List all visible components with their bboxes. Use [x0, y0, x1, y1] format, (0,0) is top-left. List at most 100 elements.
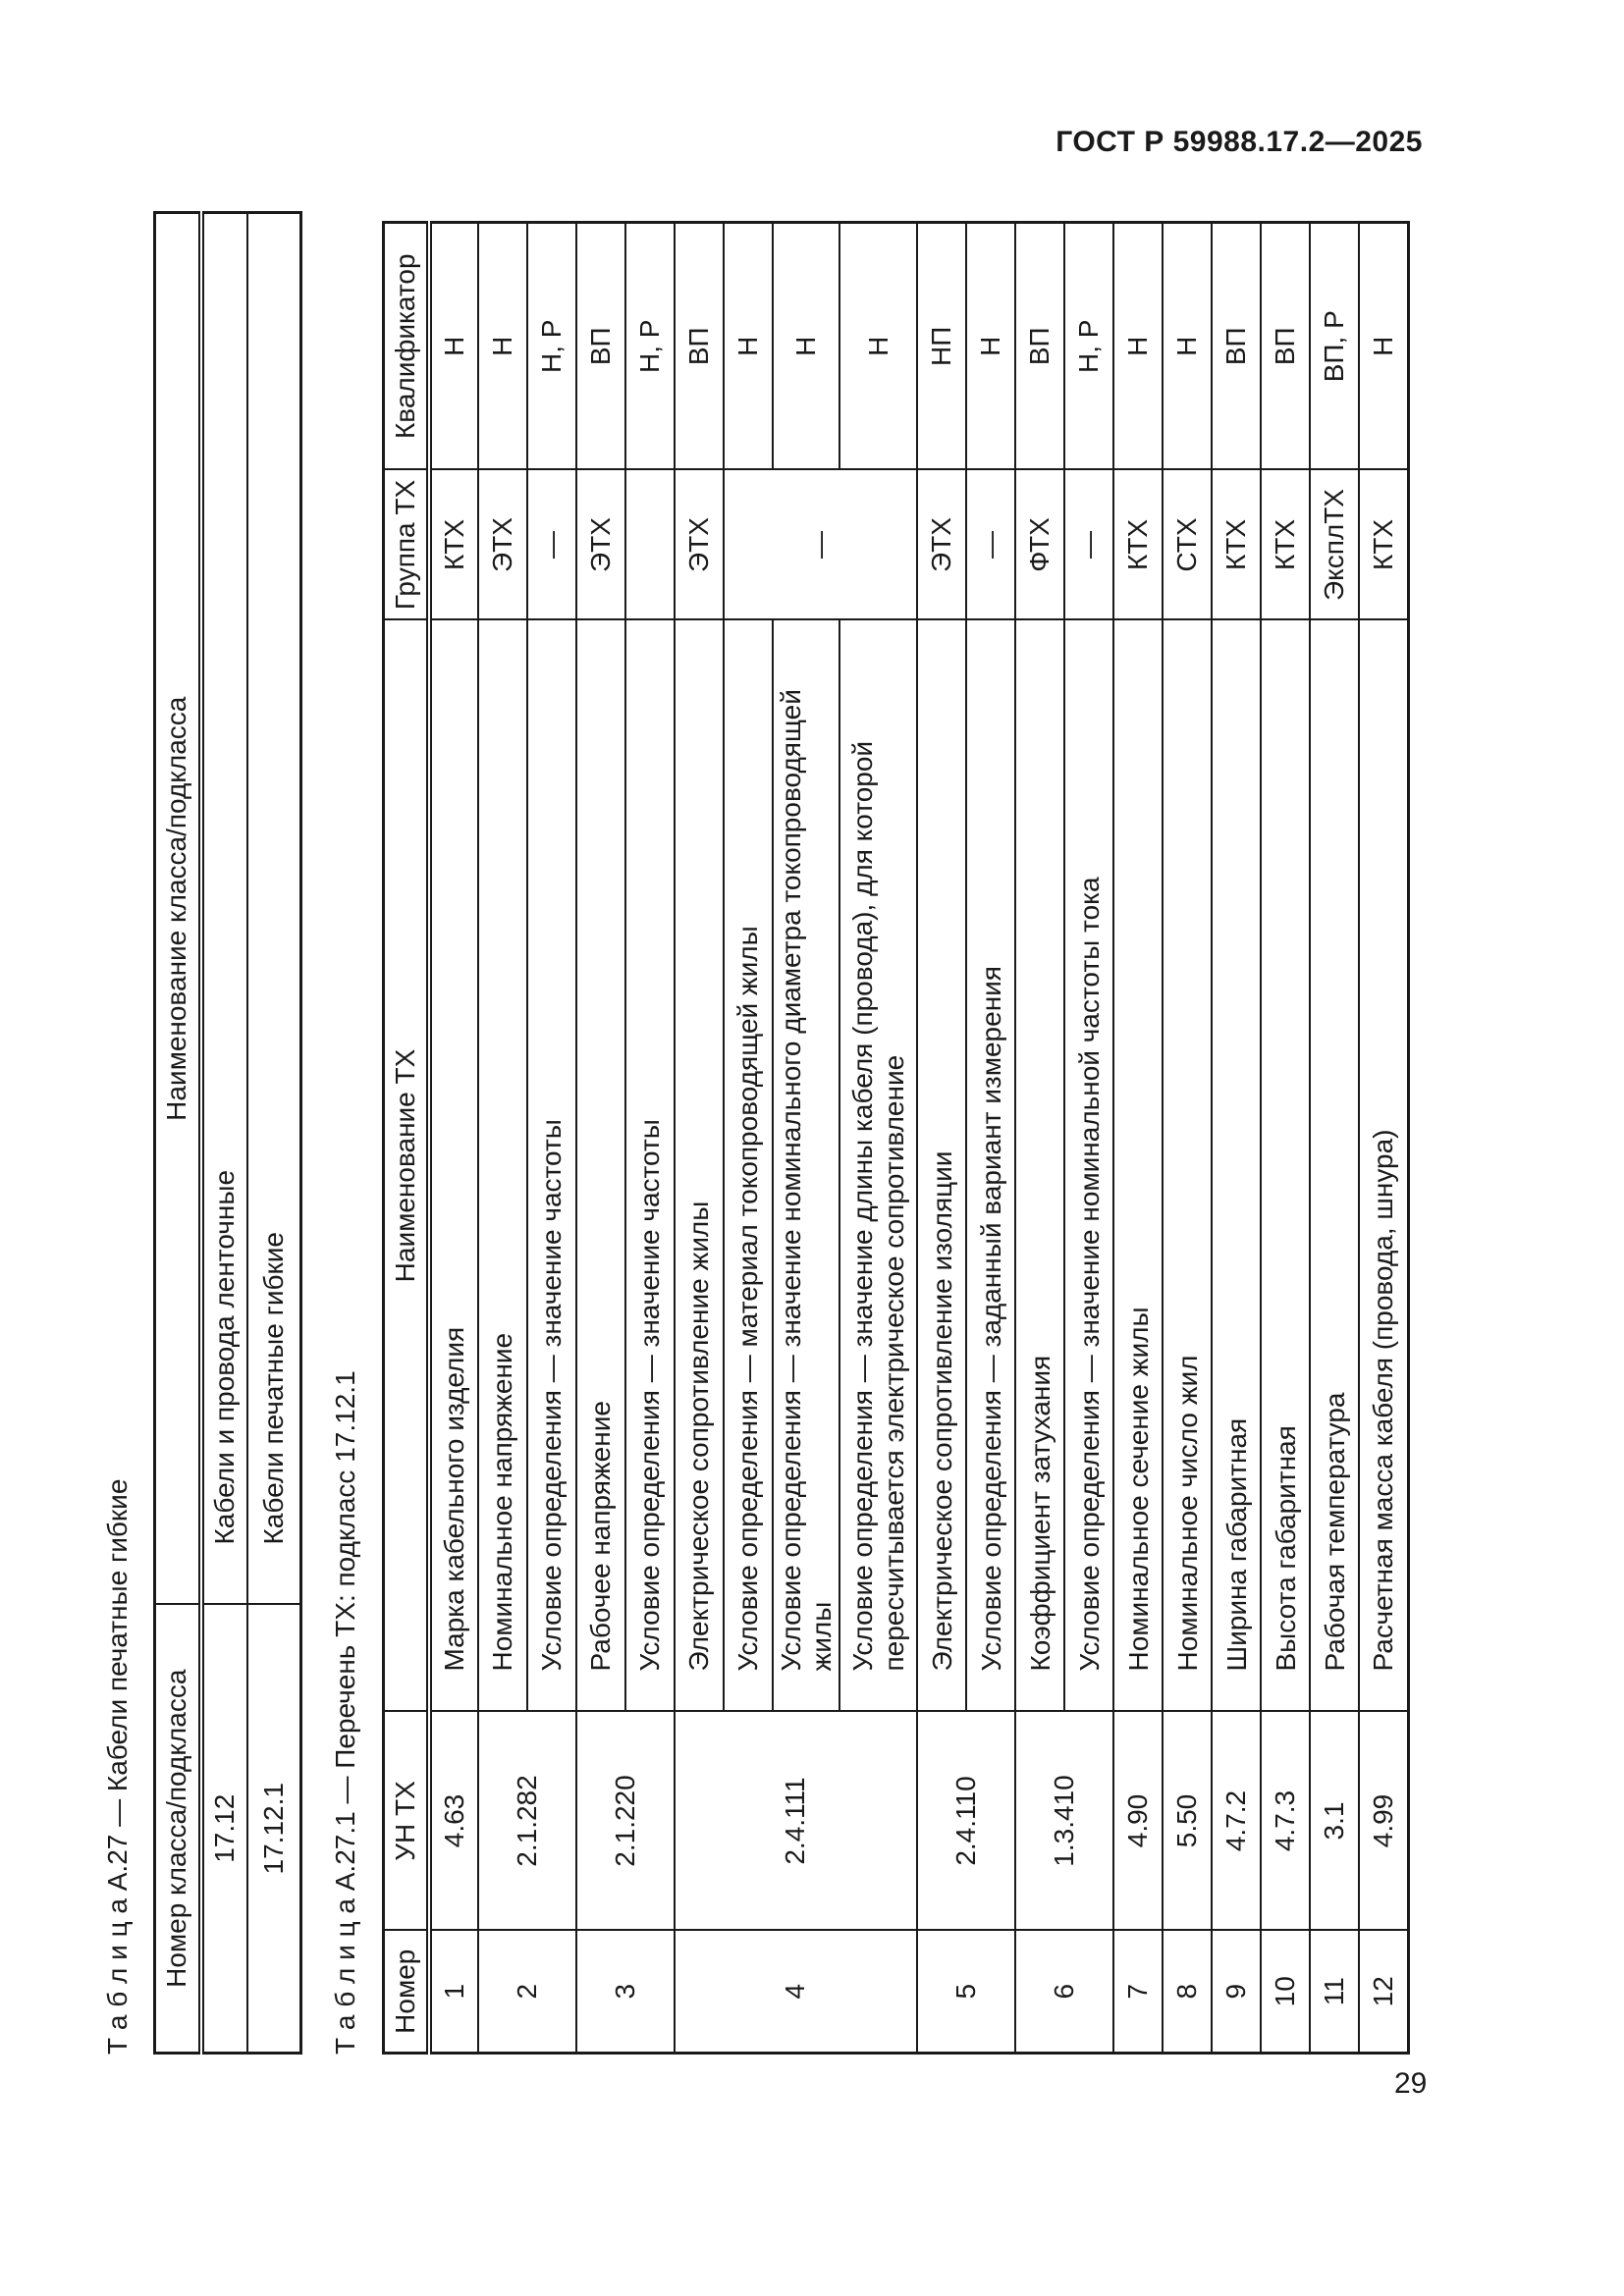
tx-name-cell: Рабочее напряжение: [575, 619, 625, 1712]
qualifier-cell: Н: [477, 222, 527, 470]
tx-group-cell: [624, 469, 675, 620]
number-cell: 10: [1261, 1930, 1311, 2054]
qualifier-cell: ВП, Р: [1310, 222, 1360, 470]
tx-name-cell: Электрическое сопротивление изоляции: [917, 619, 967, 1712]
table-a27-1-body: 1 4.63 Марка кабельного изделия КТХ Н 2 2.1.28…: [428, 222, 1409, 2054]
qualifier-cell: Н, Р: [1064, 222, 1114, 470]
tx-name-cell: Расчетная масса кабеля (провода, шнура): [1359, 619, 1409, 1712]
tx-name-cell: Высота габаритная: [1261, 619, 1311, 1712]
number-cell: 2: [477, 1930, 576, 2054]
un-tx-cell: 4.7.2: [1212, 1711, 1262, 1931]
document-code-header: ГОСТ Р 59988.17.2—2025: [1056, 126, 1423, 158]
column-header-qualifier: Квалификатор: [383, 222, 429, 470]
qualifier-cell: Н: [1359, 222, 1409, 470]
tx-name-cell: Ширина габаритная: [1212, 619, 1262, 1712]
table-row: 8 5.50 Номинальное число жил СТХ Н: [1163, 222, 1213, 2054]
tx-group-cell: КТХ: [1261, 469, 1311, 620]
tx-group-cell: КТХ: [1113, 469, 1164, 620]
class-name-cell: Кабели печатные гибкие: [246, 212, 301, 1605]
table-row: 1 4.63 Марка кабельного изделия КТХ Н: [428, 222, 478, 2054]
tx-group-cell: КТХ: [1212, 469, 1262, 620]
tx-name-cell: Условие определения — значение частоты: [526, 619, 576, 1712]
un-tx-cell: 2.1.282: [477, 1711, 576, 1931]
qualifier-cell: НП: [917, 222, 967, 470]
table-a27-1-title: Т а б л и ц а А.27.1 — Перечень ТХ: подк…: [330, 1370, 360, 2055]
tx-name-cell: Номинальное число жил: [1163, 619, 1213, 1712]
column-header-class-number: Номер класса/подкласса: [154, 1604, 201, 2054]
table-row: 3 2.1.220 Рабочее напряжение ЭТХ ВП: [575, 222, 675, 2054]
number-cell: 1: [428, 1930, 478, 2054]
un-tx-cell: 4.7.3: [1261, 1711, 1311, 1931]
table-row: 7 4.90 Номинальное сечение жилы КТХ Н: [1113, 222, 1164, 2054]
un-tx-cell: 4.90: [1113, 1711, 1164, 1931]
table-a27-header: Номер класса/подкласса Наименование клас…: [154, 212, 201, 2054]
number-cell: 12: [1359, 1930, 1409, 2054]
tx-name-cell: Условие определения — заданный вариант и…: [966, 619, 1016, 1712]
table-row: 10 4.7.3 Высота габаритная КТХ ВП: [1261, 222, 1311, 2054]
tx-name-cell: Коэффициент затухания: [1015, 619, 1065, 1712]
qualifier-cell: Н: [1163, 222, 1213, 470]
table-row: 17.12.1 Кабели печатные гибкие: [246, 212, 301, 2054]
table-row: 2 2.1.282 Номинальное напряжение ЭТХ Н: [477, 222, 576, 2054]
tx-group-cell: —: [526, 469, 576, 620]
tx-name-cell: Условие определения — значение частоты: [624, 619, 675, 1712]
class-number-cell: 17.12.1: [246, 1604, 301, 2054]
tx-name-cell: Рабочая температура: [1310, 619, 1360, 1712]
un-tx-cell: 4.99: [1359, 1711, 1409, 1931]
qualifier-cell: Н: [966, 222, 1016, 470]
table-row: 11 3.1 Рабочая температура ЭксплТХ ВП, Р: [1310, 222, 1360, 2054]
tx-name-cell: Условие определения — значение длины каб…: [839, 619, 918, 1712]
number-cell: 8: [1163, 1930, 1213, 2054]
un-tx-cell: 2.1.220: [575, 1711, 675, 1931]
tx-group-cell: —: [966, 469, 1016, 620]
qualifier-cell: Н, Р: [526, 222, 576, 470]
tx-name-cell: Номинальное сечение жилы: [1113, 619, 1164, 1712]
tx-group-cell: ФТХ: [1015, 469, 1065, 620]
table-a27-1-header: Номер УН ТХ Наименование ТХ Группа ТХ Кв…: [383, 222, 429, 2054]
qualifier-cell: ВП: [1261, 222, 1311, 470]
tx-group-cell: ЭТХ: [674, 469, 724, 620]
page-number: 29: [1394, 2067, 1428, 2100]
tx-name-cell: Условие определения — значение номинальн…: [772, 619, 840, 1712]
tx-name-cell: Электрическое сопротивление жилы: [674, 619, 724, 1712]
tx-group-cell: КТХ: [1359, 469, 1409, 620]
table-row: 5 2.4.110 Электрическое сопротивление изол…: [917, 222, 1016, 2054]
column-header-tx-name: Наименование ТХ: [383, 619, 429, 1712]
tx-group-cell: ЭТХ: [575, 469, 625, 620]
qualifier-cell: ВП: [1212, 222, 1262, 470]
table-a27: Номер класса/подкласса Наименование клас…: [153, 211, 302, 2055]
tx-name-cell: Номинальное напряжение: [477, 619, 527, 1712]
table-a27-body: 17.12 Кабели и провода ленточные 17.12.1 Ка…: [200, 212, 301, 2054]
un-tx-cell: 3.1: [1310, 1711, 1360, 1931]
number-cell: 6: [1015, 1930, 1114, 2054]
qualifier-cell: Н: [428, 222, 478, 470]
qualifier-cell: ВП: [575, 222, 625, 470]
un-tx-cell: 4.63: [428, 1711, 478, 1931]
qualifier-cell: Н: [772, 222, 840, 470]
qualifier-cell: Н, Р: [624, 222, 675, 470]
table-row: 12 4.99 Расчетная масса кабеля (провода, ш…: [1359, 222, 1409, 2054]
table-row: 17.12 Кабели и провода ленточные: [200, 212, 247, 2054]
tx-name-cell: Условие определения — значение номинальн…: [1064, 619, 1114, 1712]
number-cell: 9: [1212, 1930, 1262, 2054]
un-tx-cell: 2.4.111: [674, 1711, 918, 1931]
tx-group-cell: ЭТХ: [917, 469, 967, 620]
column-header-class-name: Наименование класса/подкласса: [154, 212, 201, 1605]
number-cell: 7: [1113, 1930, 1164, 2054]
table-a27-title: Т а б л и ц а А.27 — Кабели печатные гиб…: [102, 1478, 133, 2055]
tx-group-cell: ЭксплТХ: [1310, 469, 1360, 620]
tx-name-cell: Условие определения — материал токопрово…: [723, 619, 773, 1712]
class-number-cell: 17.12: [200, 1604, 247, 2054]
tx-group-cell: ЭТХ: [477, 469, 527, 620]
qualifier-cell: Н: [723, 222, 773, 470]
tx-group-cell: СТХ: [1163, 469, 1213, 620]
number-cell: 11: [1310, 1930, 1360, 2054]
qualifier-cell: ВП: [1015, 222, 1065, 470]
table-row: 9 4.7.2 Ширина габаритная КТХ ВП: [1212, 222, 1262, 2054]
un-tx-cell: 5.50: [1163, 1711, 1213, 1931]
number-cell: 3: [575, 1930, 675, 2054]
tx-group-cell: —: [1064, 469, 1114, 620]
qualifier-cell: ВП: [674, 222, 724, 470]
tx-group-cell: КТХ: [428, 469, 478, 620]
